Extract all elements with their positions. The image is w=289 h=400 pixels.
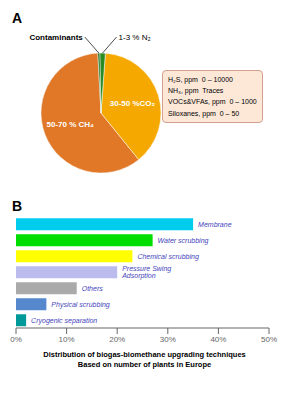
svg-text:Pressure SwingAdsorption: Pressure SwingAdsorption [121, 265, 171, 280]
html-text:Based on number of plants in E: Based on number of plants in Europe [77, 359, 212, 369]
svg-text:30-50 %CO₂: 30-50 %CO₂ [110, 99, 156, 108]
html-text:Distribution of biogas-biometh: Distribution of biogas-biomethane upgrad… [43, 350, 246, 359]
html-text:H₂S, ppm 0 – 10000: H₂S, ppm 0 – 10000 [168, 76, 233, 83]
svg-text:Chemical scrubbing: Chemical scrubbing [137, 253, 199, 261]
svg-text:Contaminants: Contaminants [29, 33, 83, 42]
svg-text:Water scrubbing: Water scrubbing [158, 237, 209, 245]
svg-text:Physical scrubbing: Physical scrubbing [51, 301, 109, 309]
svg-text:Others: Others [82, 285, 104, 292]
html-text:Siloxanes, ppm 0 – 50: Siloxanes, ppm 0 – 50 [168, 109, 240, 117]
svg-text:0%: 0% [10, 335, 22, 344]
html-text:VOCs&VFAs, ppm 0 – 1000: VOCs&VFAs, ppm 0 – 1000 [168, 98, 257, 106]
svg-text:Membrane: Membrane [198, 221, 232, 228]
html-text:B: B [12, 198, 23, 214]
svg-text:50%: 50% [261, 335, 277, 344]
html-text:NH₃, ppm Traces: NH₃, ppm Traces [168, 87, 224, 95]
svg-text:20%: 20% [109, 335, 125, 344]
svg-text:1-3 % N₂: 1-3 % N₂ [119, 33, 151, 42]
svg-text:50-70 % CH₄: 50-70 % CH₄ [46, 120, 94, 129]
html-text:A: A [12, 10, 23, 26]
svg-text:10%: 10% [59, 335, 75, 344]
svg-text:40%: 40% [210, 335, 226, 344]
svg-text:30%: 30% [160, 335, 176, 344]
svg-text:Cryogenic separation: Cryogenic separation [31, 317, 97, 325]
